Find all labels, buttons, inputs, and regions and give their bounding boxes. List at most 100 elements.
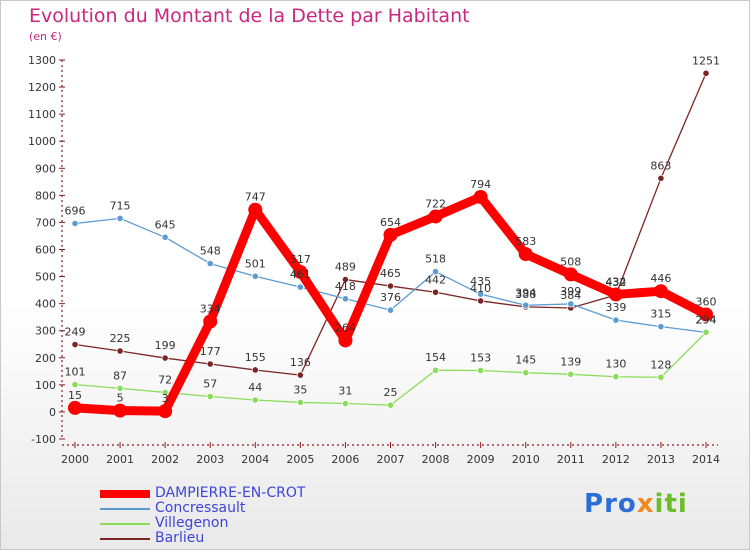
data-point-0 bbox=[203, 314, 218, 329]
data-label-2: 35 bbox=[293, 383, 307, 396]
data-label-1: 399 bbox=[560, 285, 581, 298]
data-point-0 bbox=[68, 400, 82, 415]
data-point-2 bbox=[477, 366, 485, 375]
data-label-2: 153 bbox=[470, 352, 491, 365]
data-point-3 bbox=[296, 371, 304, 379]
y-tick-label: 500 bbox=[35, 271, 56, 284]
data-point-1 bbox=[386, 306, 395, 314]
data-label-0: 3 bbox=[162, 392, 169, 405]
x-tick-label: 2001 bbox=[106, 453, 134, 466]
data-label-0: 334 bbox=[200, 303, 221, 316]
data-point-3 bbox=[71, 340, 79, 349]
data-point-1 bbox=[431, 268, 440, 276]
data-point-3 bbox=[431, 288, 440, 296]
data-label-2: 154 bbox=[425, 351, 446, 364]
data-label-1: 645 bbox=[155, 218, 176, 231]
data-label-1: 715 bbox=[110, 199, 131, 212]
x-tick-label: 2005 bbox=[286, 453, 314, 466]
data-label-0: 583 bbox=[515, 235, 536, 248]
data-point-1 bbox=[296, 283, 304, 291]
data-point-3 bbox=[116, 347, 124, 355]
data-point-3 bbox=[657, 174, 665, 182]
chart-title: Evolution du Montant de la Dette par Hab… bbox=[29, 5, 470, 27]
data-label-1: 418 bbox=[335, 280, 356, 293]
data-point-2 bbox=[702, 328, 710, 336]
data-point-1 bbox=[71, 219, 79, 228]
data-label-3: 410 bbox=[470, 282, 491, 295]
data-point-0 bbox=[699, 307, 713, 322]
y-tick-label: 1300 bbox=[28, 54, 56, 67]
data-point-1 bbox=[206, 259, 214, 268]
legend-swatch-3 bbox=[100, 538, 150, 540]
data-point-0 bbox=[293, 264, 308, 279]
data-point-1 bbox=[477, 290, 485, 298]
data-label-3: 199 bbox=[155, 339, 176, 352]
data-point-2 bbox=[657, 373, 665, 381]
data-point-2 bbox=[116, 384, 124, 392]
data-point-0 bbox=[383, 227, 398, 242]
y-tick-label: 1000 bbox=[28, 135, 56, 148]
data-point-2 bbox=[71, 380, 79, 389]
y-tick-label: 600 bbox=[35, 244, 56, 257]
x-tick-label: 2002 bbox=[151, 453, 179, 466]
data-point-2 bbox=[251, 396, 259, 404]
data-label-3: 432 bbox=[605, 276, 626, 289]
data-label-3: 465 bbox=[380, 267, 401, 280]
data-point-0 bbox=[428, 209, 443, 224]
data-label-0: 517 bbox=[290, 253, 311, 266]
data-point-1 bbox=[567, 300, 575, 308]
data-point-2 bbox=[567, 370, 575, 378]
data-point-1 bbox=[251, 272, 259, 280]
data-label-0: 508 bbox=[560, 255, 581, 268]
proxiti-logo: Proxiti bbox=[584, 489, 688, 519]
data-label-0: 434 bbox=[605, 275, 626, 288]
data-label-2: 294 bbox=[696, 313, 717, 326]
data-point-2 bbox=[206, 392, 214, 401]
y-tick-label: 400 bbox=[35, 298, 56, 311]
data-label-0: 446 bbox=[650, 272, 671, 285]
legend-label-0: DAMPIERRE-EN-CROT bbox=[155, 485, 306, 501]
data-label-1: 315 bbox=[650, 308, 671, 321]
data-label-1: 461 bbox=[290, 268, 311, 281]
data-point-3 bbox=[206, 360, 214, 368]
data-point-3 bbox=[161, 354, 169, 362]
data-point-2 bbox=[612, 373, 620, 381]
data-label-3: 155 bbox=[245, 351, 266, 364]
data-label-0: 747 bbox=[245, 191, 266, 204]
data-point-0 bbox=[158, 404, 173, 419]
data-label-3: 489 bbox=[335, 261, 356, 274]
legend-label-1: Concressault bbox=[155, 500, 246, 516]
data-point-2 bbox=[341, 399, 350, 408]
x-tick-label: 2010 bbox=[512, 453, 540, 466]
data-label-0: 5 bbox=[117, 392, 124, 405]
y-tick-label: 100 bbox=[35, 379, 56, 392]
x-tick-label: 2013 bbox=[647, 453, 675, 466]
data-label-3: 388 bbox=[515, 288, 536, 301]
data-point-0 bbox=[338, 333, 353, 348]
data-point-2 bbox=[522, 369, 530, 377]
data-point-2 bbox=[161, 388, 169, 397]
data-label-1: 294 bbox=[696, 313, 717, 326]
legend-swatch-0 bbox=[100, 490, 150, 498]
data-point-1 bbox=[161, 233, 169, 241]
data-label-0: 15 bbox=[68, 389, 82, 402]
data-label-2: 44 bbox=[248, 381, 262, 394]
data-point-1 bbox=[341, 295, 350, 303]
data-point-3 bbox=[341, 275, 350, 284]
data-label-1: 435 bbox=[470, 275, 491, 288]
data-label-3: 1251 bbox=[692, 54, 720, 67]
data-label-2: 145 bbox=[515, 354, 536, 367]
data-label-2: 72 bbox=[158, 373, 172, 386]
data-label-2: 31 bbox=[338, 385, 352, 398]
data-point-2 bbox=[296, 398, 304, 407]
y-tick-label: 700 bbox=[35, 216, 56, 229]
data-label-1: 696 bbox=[65, 205, 86, 218]
x-tick-label: 2011 bbox=[557, 453, 585, 466]
data-label-2: 57 bbox=[203, 377, 217, 390]
x-tick-label: 2014 bbox=[692, 453, 720, 466]
y-tick-label: 200 bbox=[35, 352, 56, 365]
chart-unit-label: (en €) bbox=[29, 30, 62, 43]
x-tick-label: 2003 bbox=[196, 453, 224, 466]
data-label-1: 339 bbox=[605, 301, 626, 314]
